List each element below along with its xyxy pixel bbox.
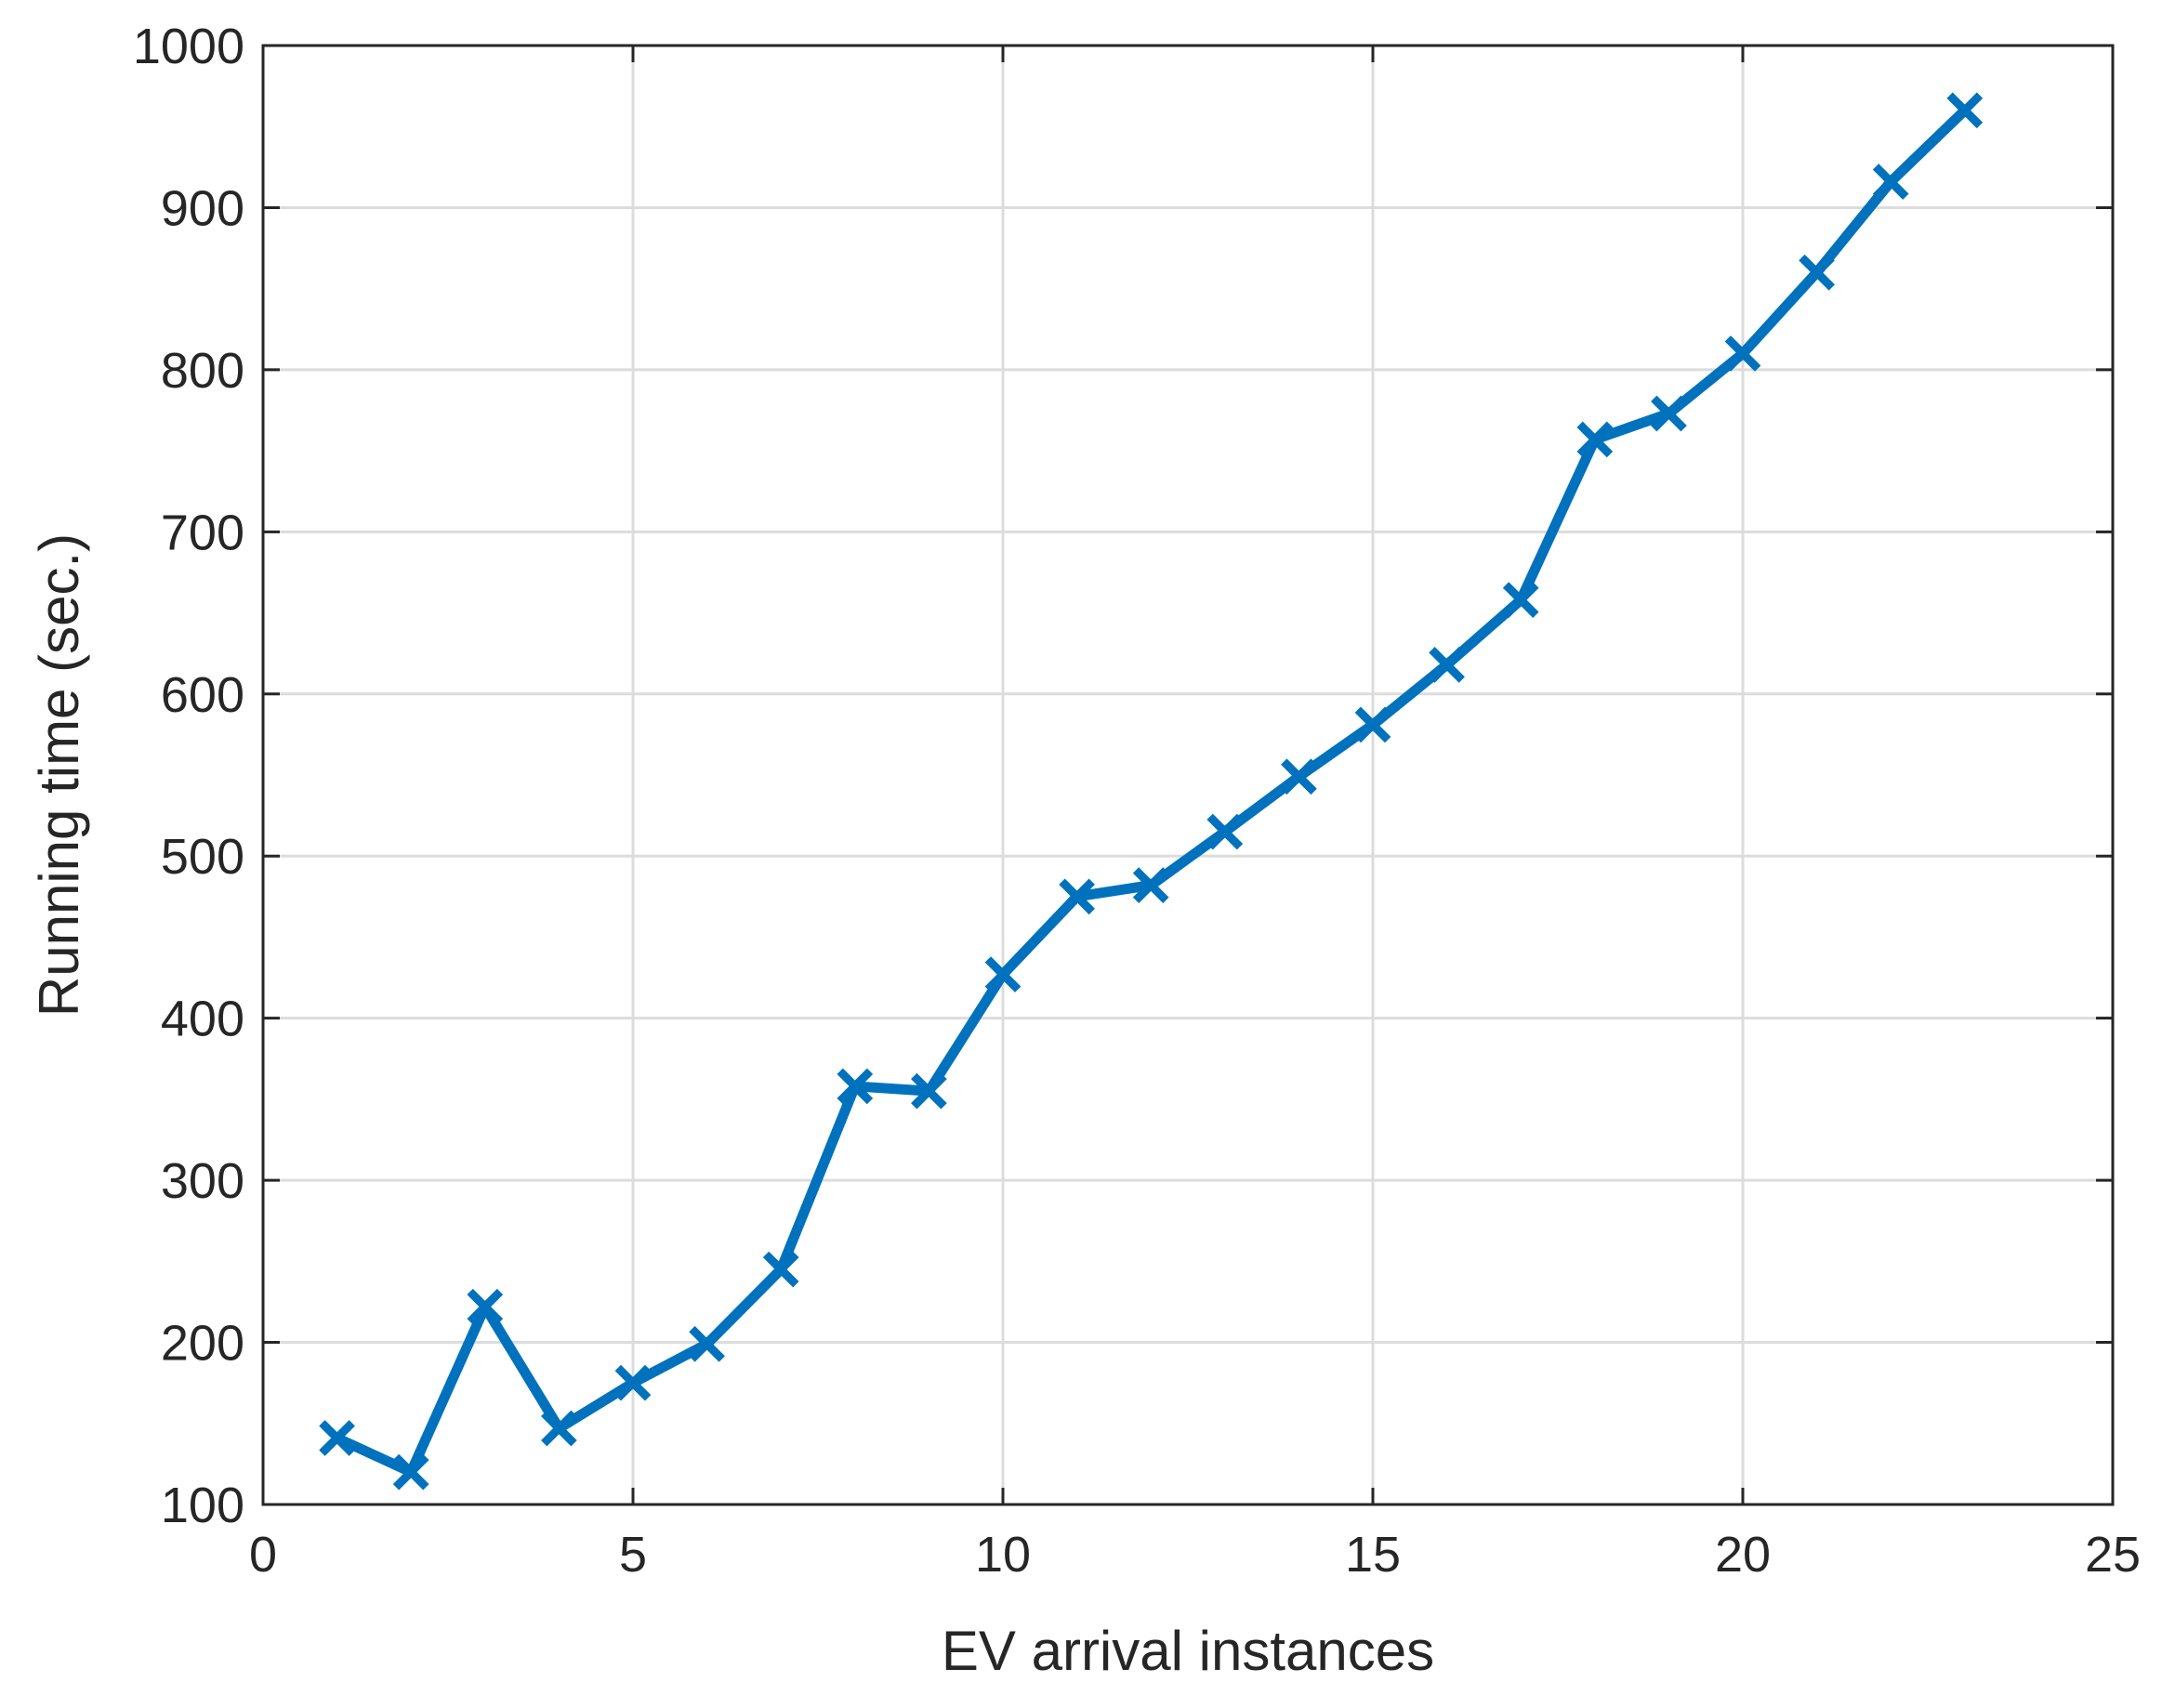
data-point-marker — [1724, 335, 1761, 372]
data-point-marker — [1132, 867, 1169, 903]
data-point-marker — [319, 1420, 355, 1456]
data-point-marker — [614, 1364, 652, 1401]
y-tick-label: 900 — [161, 180, 244, 236]
x-tick-label: 25 — [2085, 1527, 2141, 1583]
data-point-marker — [762, 1251, 799, 1288]
y-tick-label: 300 — [161, 1153, 244, 1209]
x-axis-label: EV arrival instances — [942, 1620, 1434, 1682]
data-point-marker — [984, 956, 1022, 992]
data-point-marker — [1206, 813, 1244, 850]
data-point-marker — [1281, 758, 1317, 795]
data-point-marker — [911, 1072, 947, 1110]
y-tick-label: 500 — [161, 829, 244, 885]
x-tick-label: 5 — [619, 1527, 647, 1583]
y-tick-label: 100 — [161, 1478, 244, 1533]
data-point-marker — [1651, 395, 1687, 432]
data-point-marker — [1059, 878, 1095, 915]
y-tick-labels: 100 200 300 400 500 600 700 800 900 1000 — [133, 19, 244, 1533]
data-point-marker — [541, 1410, 577, 1447]
plot-area — [263, 46, 2113, 1504]
y-tick-label: 200 — [161, 1316, 244, 1372]
data-point-marker — [1502, 582, 1539, 618]
x-tick-label: 20 — [1715, 1527, 1771, 1583]
data-point-marker — [1429, 647, 1465, 683]
y-tick-label: 700 — [161, 505, 244, 560]
data-point-marker — [467, 1288, 504, 1325]
x-tick-label: 0 — [249, 1527, 277, 1583]
data-point-marker — [392, 1453, 429, 1491]
data-point-marker — [1872, 164, 1909, 200]
x-tick-labels: 0 5 10 15 20 25 — [249, 1527, 2141, 1583]
y-axis-label: Running time (sec.) — [28, 533, 90, 1017]
y-tick-label: 1000 — [133, 19, 244, 74]
x-tick-label: 15 — [1345, 1527, 1401, 1583]
plot-frame — [261, 44, 2115, 1506]
y-tick-label: 400 — [161, 992, 244, 1047]
series-group — [319, 92, 1984, 1491]
data-point-marker — [837, 1068, 874, 1105]
x-tick-label: 10 — [975, 1527, 1031, 1583]
y-tick-label: 800 — [161, 343, 244, 399]
data-point-marker — [689, 1325, 725, 1362]
data-point-marker — [1946, 92, 1984, 129]
y-tick-label: 600 — [161, 667, 244, 723]
data-point-marker — [1799, 254, 1835, 291]
data-point-marker — [1354, 706, 1391, 743]
data-point-marker — [1576, 421, 1614, 458]
